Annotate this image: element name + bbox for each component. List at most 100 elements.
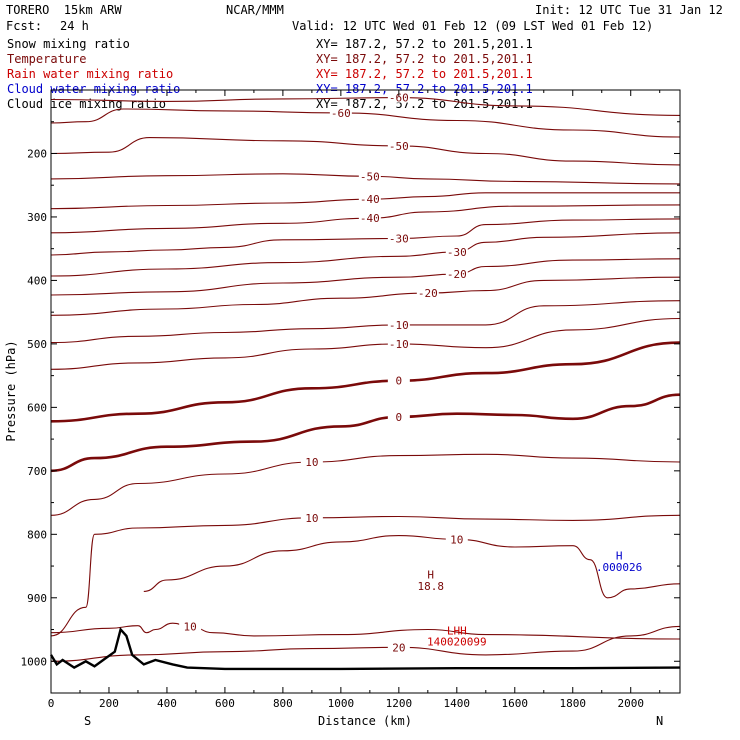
contour-label-bg	[387, 231, 410, 244]
y-tick-label: 1000	[21, 655, 48, 668]
contour-label: -30	[447, 246, 467, 259]
forecast-label: Fcst:	[6, 19, 43, 33]
x-tick-label: 1800	[560, 697, 587, 710]
xy-cloud-water: XY= 187.2, 57.2 to 201.5,201.1	[316, 82, 533, 96]
contour-label-bg	[445, 267, 468, 280]
field-label-cloud-water: Cloud water mixing ratio	[7, 82, 181, 96]
y-tick-label: 500	[27, 338, 47, 351]
contour-label: -50	[360, 170, 380, 183]
annotation-label: .000026	[596, 561, 642, 574]
field-label-rain: Rain water mixing ratio	[7, 67, 174, 81]
xy-rain: XY= 187.2, 57.2 to 201.5,201.1	[316, 67, 533, 81]
plot-frame	[50, 89, 681, 694]
x-tick-label: 400	[157, 697, 177, 710]
contour-label: 0	[396, 411, 403, 424]
y-tick-label: 800	[27, 528, 47, 541]
contour-line	[50, 625, 681, 662]
contour-label: -50	[389, 140, 409, 153]
y-tick-label: 300	[27, 211, 47, 224]
contour-label: -30	[389, 233, 409, 246]
contour-line	[50, 137, 681, 166]
contour-label-bg	[358, 211, 381, 224]
contour-label-bg	[445, 532, 468, 545]
y-tick-label: 400	[27, 274, 47, 287]
north-label: N	[656, 714, 663, 728]
contour-label: -40	[360, 212, 380, 225]
contour-label: -60	[331, 107, 351, 120]
model-title: TORERO 15km ARW	[6, 3, 122, 17]
contour-line	[50, 622, 681, 640]
contour-label-bg	[387, 640, 410, 653]
y-tick-label: 200	[27, 147, 47, 160]
x-tick-label: 1000	[328, 697, 355, 710]
contour-label-bg	[387, 317, 410, 330]
contour-label: 10	[184, 620, 197, 633]
contour-label-bg	[179, 619, 202, 632]
forecast-value: 24 h	[60, 19, 89, 33]
contour-label-bg	[358, 169, 381, 182]
contour-label-bg	[329, 105, 352, 118]
contour-label-bg	[416, 286, 439, 299]
field-label-temperature: Temperature	[7, 52, 87, 66]
contour-label: 10	[305, 456, 318, 469]
annotation-label: H	[616, 550, 623, 563]
annotation-label: 140020099	[427, 635, 487, 648]
contour-label: -10	[389, 338, 409, 351]
x-tick-label: 1400	[444, 697, 471, 710]
contour-label: 0	[396, 375, 403, 388]
contour-label: -40	[360, 193, 380, 206]
contour-line	[50, 514, 681, 637]
init-time: Init: 12 UTC Tue 31 Jan 12	[535, 3, 723, 17]
contour-label: -60	[389, 92, 409, 105]
y-tick-label: 700	[27, 465, 47, 478]
contour-label-bg	[387, 409, 410, 422]
contour-label: -20	[418, 287, 438, 300]
x-tick-label: 0	[48, 697, 55, 710]
x-axis-label: Distance (km)	[318, 714, 412, 728]
contour-label-bg	[358, 192, 381, 205]
y-tick-label: 900	[27, 592, 47, 605]
contour-label-bg	[445, 244, 468, 257]
y-axis-label: Pressure (hPa)	[4, 340, 18, 441]
contour-line	[50, 108, 681, 138]
annotation-label: H	[427, 569, 434, 582]
contour-line	[50, 300, 681, 344]
contour-line	[50, 276, 681, 316]
x-axis: 0 200 400 600 800 1000 1200 1400 1600 1800 2000	[48, 90, 661, 710]
temperature-contours: -60 -60 -50 -50 -40 -40 -30 -30 -20 -20 -10 -10 0 0 10…	[50, 90, 681, 662]
field-label-cloud-ice: Cloud ice mixing ratio	[7, 97, 166, 111]
x-tick-label: 2000	[617, 697, 644, 710]
contour-label-bg	[387, 138, 410, 151]
valid-time: Valid: 12 UTC Wed 01 Feb 12 (09 LST Wed …	[292, 19, 654, 33]
xy-temperature: XY= 187.2, 57.2 to 201.5,201.1	[316, 52, 533, 66]
contour-line	[50, 341, 681, 423]
contour-line	[50, 317, 681, 370]
contour-line	[50, 97, 681, 116]
contour-line	[50, 393, 681, 473]
annotation-label: LHH	[447, 625, 467, 638]
center-title: NCAR/MMM	[226, 3, 284, 17]
contour-line	[50, 218, 681, 256]
contour-label-bg	[387, 90, 410, 103]
contour-label: 10	[450, 533, 463, 546]
contour-line	[50, 232, 681, 277]
x-tick-label: 800	[273, 697, 293, 710]
terrain-line	[49, 627, 681, 671]
annotation-label: 18.8	[417, 580, 444, 593]
y-tick-label: 600	[27, 401, 47, 414]
field-label-snow: Snow mixing ratio	[7, 37, 130, 51]
contour-label-bg	[387, 373, 410, 386]
contour-label: 20	[392, 641, 405, 654]
x-tick-label: 1600	[502, 697, 529, 710]
contour-label-bg	[300, 510, 323, 523]
contour-label-bg	[387, 336, 410, 349]
xy-snow: XY= 187.2, 57.2 to 201.5,201.1	[316, 37, 533, 51]
x-tick-label: 1200	[386, 697, 413, 710]
contour-line	[50, 453, 681, 516]
contour-label-bg	[300, 454, 323, 467]
south-label: S	[84, 714, 91, 728]
x-tick-label: 200	[99, 697, 119, 710]
